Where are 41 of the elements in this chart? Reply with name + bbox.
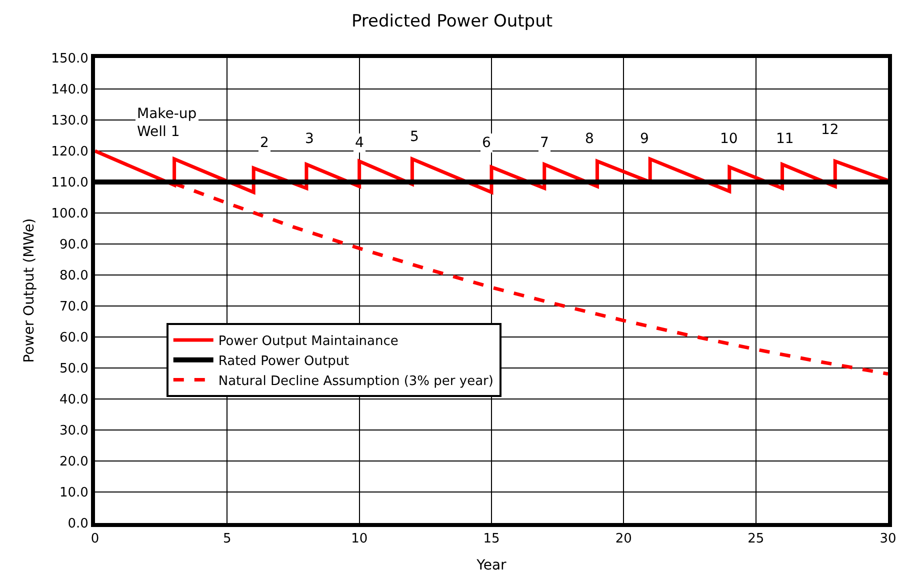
annotation: 9 — [640, 131, 649, 147]
y-tick-label: 30.0 — [59, 424, 88, 439]
y-tick-label: 130.0 — [51, 114, 88, 129]
y-tick-label: 150.0 — [51, 52, 88, 67]
x-tick-label: 15 — [483, 532, 500, 547]
annotation: 8 — [585, 131, 594, 147]
x-tick-label: 20 — [615, 532, 632, 547]
annotation: 10 — [720, 131, 738, 147]
y-tick-label: 0.0 — [68, 516, 88, 532]
y-tick-label: 20.0 — [59, 454, 88, 470]
annotation: 12 — [821, 122, 839, 138]
annotation: 6 — [482, 135, 491, 151]
chart-title: Predicted Power Output — [351, 11, 553, 32]
annotation: Make-up Well 1 — [137, 106, 197, 140]
x-tick-label: 25 — [748, 532, 764, 547]
y-axis-title: Power Output (MWe) — [21, 218, 38, 363]
annotation: 7 — [540, 135, 549, 151]
x-tick-label: 30 — [880, 532, 896, 547]
y-tick-label: 90.0 — [59, 238, 88, 253]
legend-label: Rated Power Output — [218, 354, 350, 369]
y-tick-label: 120.0 — [51, 144, 88, 160]
annotation: 4 — [355, 135, 364, 151]
y-tick-label: 140.0 — [51, 82, 88, 98]
x-axis-title: Year — [476, 557, 507, 574]
y-tick-label: 40.0 — [59, 392, 88, 408]
x-tick-label: 10 — [351, 532, 368, 547]
annotation: 11 — [776, 131, 794, 147]
annotation: 2 — [260, 135, 269, 151]
legend-label: Natural Decline Assumption (3% per year) — [218, 374, 494, 389]
annotation: 5 — [410, 129, 419, 145]
y-tick-label: 60.0 — [59, 330, 88, 346]
y-tick-label: 70.0 — [59, 300, 88, 315]
y-tick-label: 100.0 — [51, 206, 88, 222]
legend-label: Power Output Maintainance — [218, 334, 398, 350]
x-tick-label: 5 — [223, 532, 232, 547]
y-tick-label: 50.0 — [59, 362, 88, 377]
x-tick-label: 0 — [90, 532, 100, 547]
annotation: 3 — [305, 131, 314, 147]
y-tick-label: 80.0 — [59, 268, 88, 284]
y-tick-label: 10.0 — [59, 486, 88, 501]
y-tick-label: 110.0 — [51, 176, 88, 191]
